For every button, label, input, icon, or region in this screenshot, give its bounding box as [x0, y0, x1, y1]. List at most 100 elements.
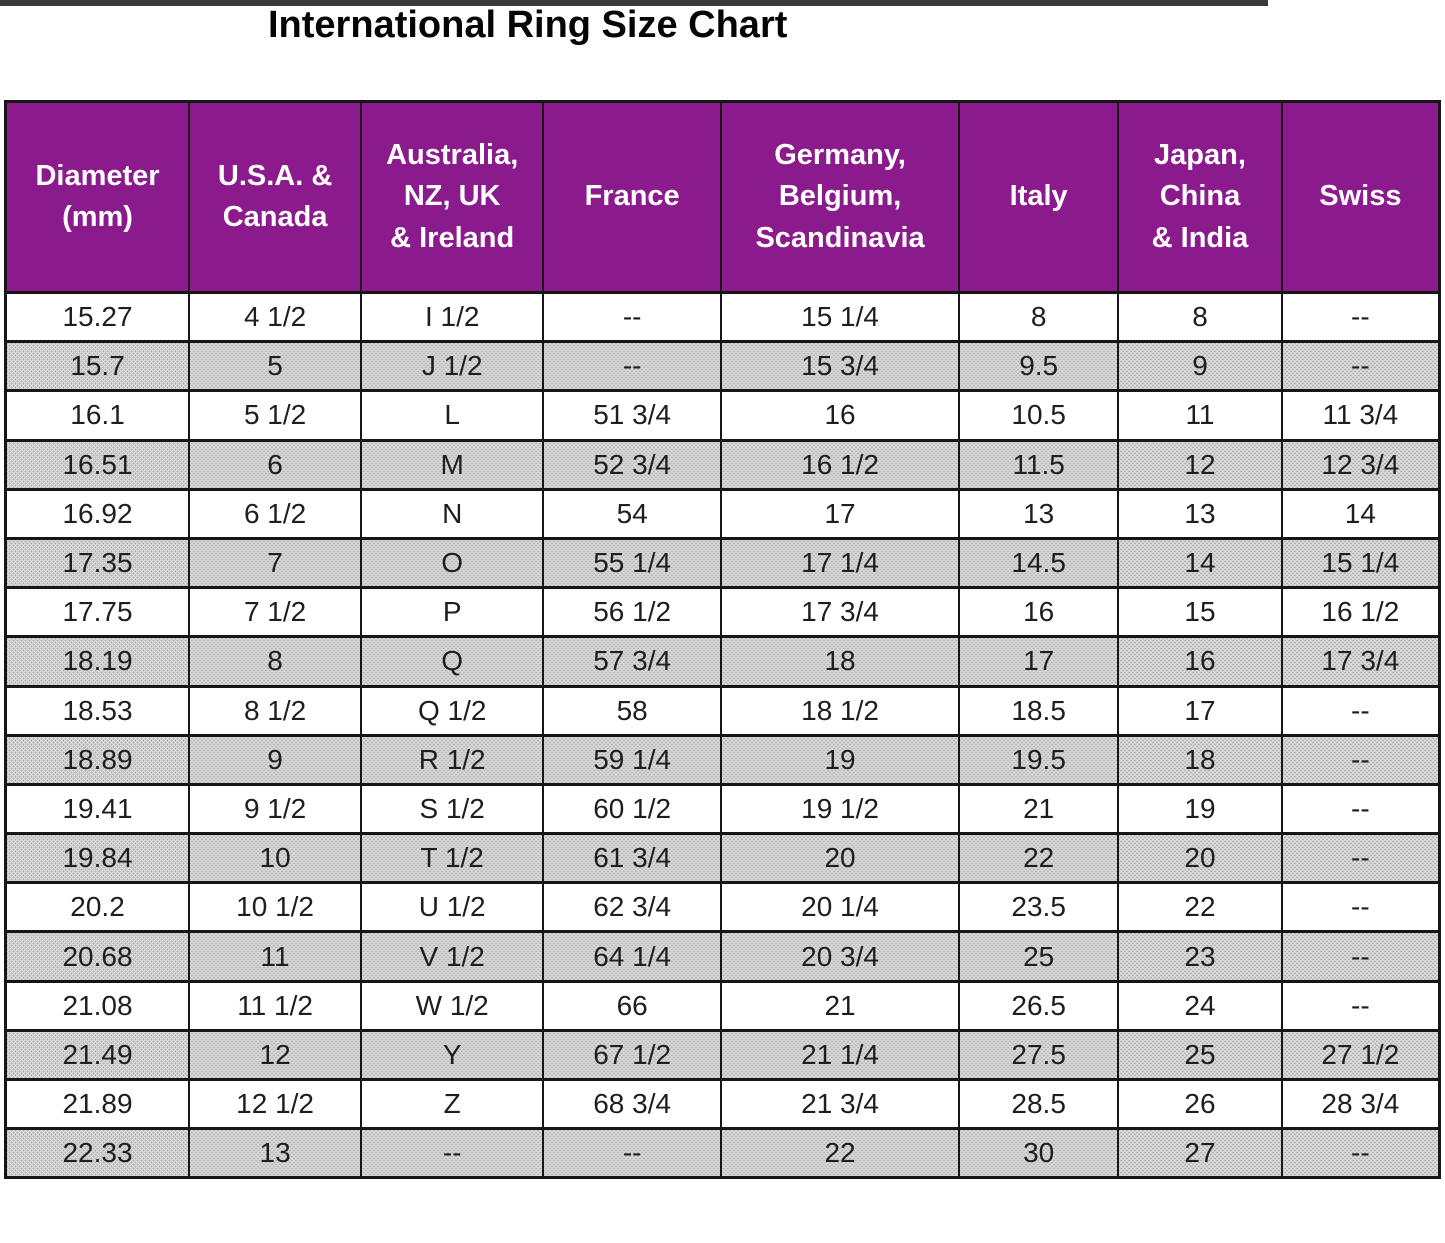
table-cell-swiss: -- — [1280, 684, 1441, 737]
table-row: 17.35 7 O 55 1/4 17 1/4 14.5 14 15 1/4 — [4, 536, 1441, 590]
table-cell-usa-canada: 12 1/2 — [188, 1077, 363, 1131]
table-cell-japan-china-india: 13 — [1117, 487, 1283, 540]
table-header: Diameter (mm) U.S.A. & Canada Australia, N… — [4, 100, 1441, 294]
table-cell-japan-china-india: 26 — [1117, 1077, 1283, 1131]
table-cell-australia-nz-uk-ireland: S 1/2 — [360, 782, 545, 836]
table-cell-germany-belgium-scandinavia: 19 — [720, 733, 961, 786]
table-cell-swiss: -- — [1280, 930, 1441, 983]
table-cell-diameter-mm: 22.33 — [4, 1127, 191, 1180]
column-header-france: France — [542, 100, 723, 294]
table-cell-japan-china-india: 9 — [1117, 340, 1283, 393]
table-cell-usa-canada: 8 1/2 — [188, 684, 363, 737]
table-cell-diameter-mm: 17.75 — [4, 586, 191, 639]
table-cell-australia-nz-uk-ireland: W 1/2 — [360, 979, 545, 1032]
table-cell-australia-nz-uk-ireland: P — [360, 586, 545, 639]
table-cell-diameter-mm: 21.08 — [4, 979, 191, 1032]
table-row: 15.7 5 J 1/2 -- 15 3/4 9.5 9 -- — [4, 340, 1441, 393]
table-row: 20.2 10 1/2 U 1/2 62 3/4 20 1/4 23.5 22 -- — [4, 881, 1441, 934]
table-cell-diameter-mm: 18.53 — [4, 684, 191, 737]
table-cell-germany-belgium-scandinavia: 21 1/4 — [720, 1028, 961, 1082]
table-cell-australia-nz-uk-ireland: Y — [360, 1028, 545, 1082]
table-cell-australia-nz-uk-ireland: I 1/2 — [360, 290, 545, 344]
table-cell-japan-china-india: 27 — [1117, 1127, 1283, 1180]
table-cell-germany-belgium-scandinavia: 20 3/4 — [720, 930, 961, 983]
table-cell-germany-belgium-scandinavia: 20 1/4 — [720, 881, 961, 934]
table-cell-france: 52 3/4 — [542, 438, 723, 491]
table-cell-france: 66 — [542, 979, 723, 1032]
table-cell-italy: 28.5 — [958, 1077, 1120, 1131]
table-cell-australia-nz-uk-ireland: L — [360, 389, 545, 442]
table-row: 18.53 8 1/2 Q 1/2 58 18 1/2 18.5 17 -- — [4, 684, 1441, 737]
table-cell-france: -- — [542, 340, 723, 393]
table-cell-diameter-mm: 20.2 — [4, 881, 191, 934]
table-cell-japan-china-india: 14 — [1117, 536, 1283, 590]
column-header-italy: Italy — [958, 100, 1120, 294]
table-row: 20.68 11 V 1/2 64 1/4 20 3/4 25 23 -- — [4, 930, 1441, 983]
table-cell-france: 68 3/4 — [542, 1077, 723, 1131]
table-cell-france: -- — [542, 1127, 723, 1180]
table-cell-usa-canada: 8 — [188, 635, 363, 688]
table-cell-australia-nz-uk-ireland: Q — [360, 635, 545, 688]
table-cell-germany-belgium-scandinavia: 19 1/2 — [720, 782, 961, 836]
table-cell-italy: 22 — [958, 832, 1120, 885]
table-cell-australia-nz-uk-ireland: U 1/2 — [360, 881, 545, 934]
table-cell-japan-china-india: 11 — [1117, 389, 1283, 442]
table-cell-swiss: -- — [1280, 782, 1441, 836]
table-cell-germany-belgium-scandinavia: 17 3/4 — [720, 586, 961, 639]
table-cell-swiss: 12 3/4 — [1280, 438, 1441, 491]
table-cell-germany-belgium-scandinavia: 15 1/4 — [720, 290, 961, 344]
table-cell-swiss: 11 3/4 — [1280, 389, 1441, 442]
table-cell-swiss: -- — [1280, 979, 1441, 1032]
table-cell-germany-belgium-scandinavia: 17 1/4 — [720, 536, 961, 590]
table-cell-germany-belgium-scandinavia: 16 — [720, 389, 961, 442]
table-cell-swiss: -- — [1280, 733, 1441, 786]
table-cell-australia-nz-uk-ireland: R 1/2 — [360, 733, 545, 786]
table-cell-diameter-mm: 16.92 — [4, 487, 191, 540]
column-header-usa-canada: U.S.A. & Canada — [188, 100, 363, 294]
table-cell-usa-canada: 4 1/2 — [188, 290, 363, 344]
table-cell-germany-belgium-scandinavia: 18 1/2 — [720, 684, 961, 737]
table-cell-italy: 13 — [958, 487, 1120, 540]
table-row: 15.27 4 1/2 I 1/2 -- 15 1/4 8 8 -- — [4, 290, 1441, 344]
table-body: 15.27 4 1/2 I 1/2 -- 15 1/4 8 8 -- 15.7 5 J 1/2 -- 1… — [4, 290, 1441, 1180]
table-row: 21.49 12 Y 67 1/2 21 1/4 27.5 25 27 1/2 — [4, 1028, 1441, 1082]
table-cell-japan-china-india: 25 — [1117, 1028, 1283, 1082]
table-cell-diameter-mm: 15.27 — [4, 290, 191, 344]
table-cell-germany-belgium-scandinavia: 22 — [720, 1127, 961, 1180]
table-cell-usa-canada: 13 — [188, 1127, 363, 1180]
table-row: 19.41 9 1/2 S 1/2 60 1/2 19 1/2 21 19 -- — [4, 782, 1441, 836]
table-cell-japan-china-india: 22 — [1117, 881, 1283, 934]
table-cell-japan-china-india: 18 — [1117, 733, 1283, 786]
table-cell-france: 58 — [542, 684, 723, 737]
table-cell-italy: 27.5 — [958, 1028, 1120, 1082]
table-cell-france: 60 1/2 — [542, 782, 723, 836]
table-cell-italy: 17 — [958, 635, 1120, 688]
table-cell-italy: 18.5 — [958, 684, 1120, 737]
table-cell-diameter-mm: 21.49 — [4, 1028, 191, 1082]
table-cell-germany-belgium-scandinavia: 21 — [720, 979, 961, 1032]
table-cell-italy: 26.5 — [958, 979, 1120, 1032]
table-cell-diameter-mm: 20.68 — [4, 930, 191, 983]
header-row: Diameter (mm) U.S.A. & Canada Australia, N… — [4, 100, 1441, 294]
table-cell-australia-nz-uk-ireland: J 1/2 — [360, 340, 545, 393]
table-row: 17.75 7 1/2 P 56 1/2 17 3/4 16 15 16 1/2 — [4, 586, 1441, 639]
table-cell-japan-china-india: 20 — [1117, 832, 1283, 885]
table-cell-japan-china-india: 16 — [1117, 635, 1283, 688]
table-cell-france: 64 1/4 — [542, 930, 723, 983]
table-cell-diameter-mm: 17.35 — [4, 536, 191, 590]
table-cell-france: 57 3/4 — [542, 635, 723, 688]
table-cell-italy: 19.5 — [958, 733, 1120, 786]
table-cell-italy: 10.5 — [958, 389, 1120, 442]
table-cell-swiss: -- — [1280, 340, 1441, 393]
table-cell-france: 67 1/2 — [542, 1028, 723, 1082]
table-cell-france: 54 — [542, 487, 723, 540]
table-cell-usa-canada: 9 — [188, 733, 363, 786]
table-cell-swiss: -- — [1280, 290, 1441, 344]
table-cell-italy: 8 — [958, 290, 1120, 344]
table-cell-italy: 30 — [958, 1127, 1120, 1180]
table-cell-diameter-mm: 16.51 — [4, 438, 191, 491]
table-cell-japan-china-india: 8 — [1117, 290, 1283, 344]
table-cell-diameter-mm: 19.84 — [4, 832, 191, 885]
table-cell-australia-nz-uk-ireland: O — [360, 536, 545, 590]
column-header-germany-belgium-scandinavia: Germany, Belgium, Scandinavia — [720, 100, 961, 294]
